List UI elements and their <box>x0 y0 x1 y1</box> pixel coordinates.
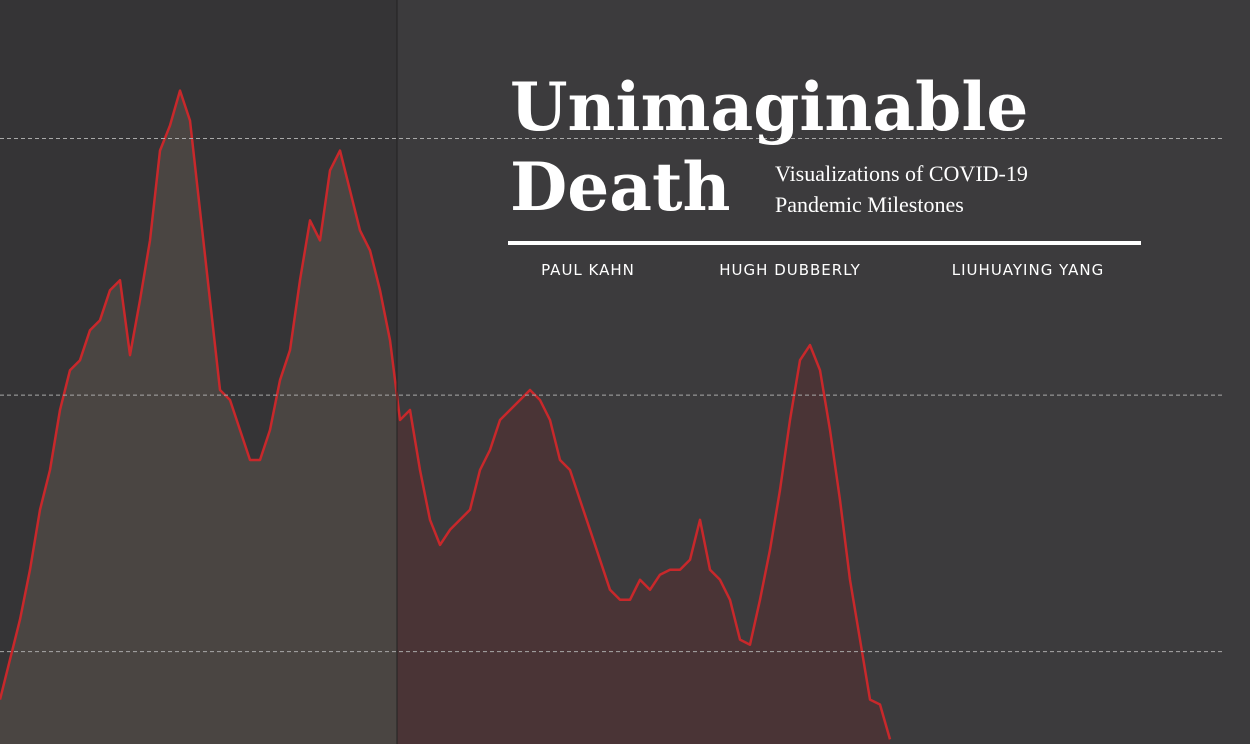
author: HUGH DUBBERLY <box>719 261 860 279</box>
author: PAUL KAHN <box>541 261 635 279</box>
title: Unimaginable <box>510 68 1028 146</box>
area-fill <box>0 90 890 744</box>
subtitle: Visualizations of COVID-19 <box>775 161 1028 186</box>
rule <box>508 241 1141 245</box>
author: LIUHUAYING YANG <box>952 261 1104 279</box>
chart <box>0 89 1222 744</box>
area-line <box>0 89 892 740</box>
title: Death <box>510 148 730 226</box>
subtitle: Pandemic Milestones <box>775 192 964 217</box>
